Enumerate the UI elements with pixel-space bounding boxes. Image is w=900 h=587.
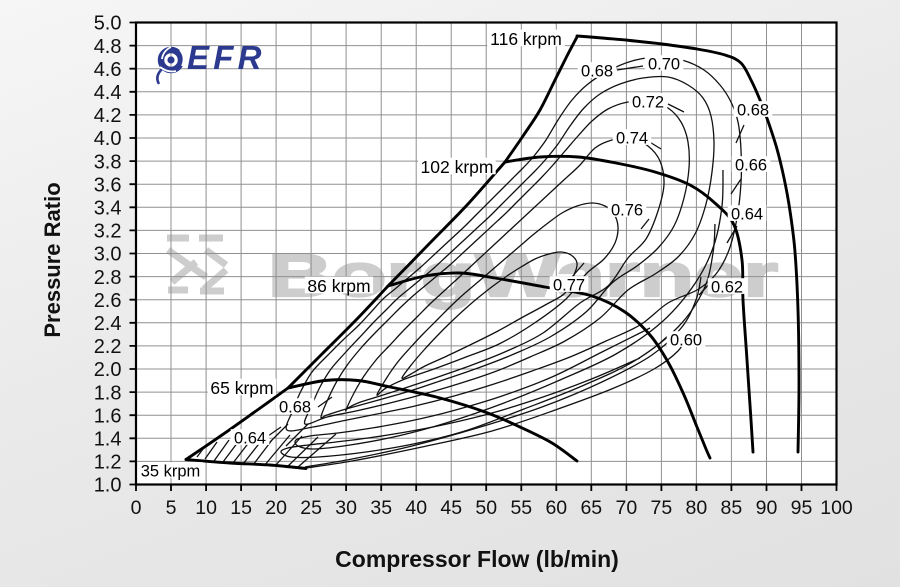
svg-text:5: 5 — [166, 497, 177, 519]
svg-text:2.0: 2.0 — [94, 359, 122, 381]
svg-text:3.4: 3.4 — [94, 198, 122, 220]
svg-text:Compressor Flow (lb/min): Compressor Flow (lb/min) — [335, 546, 619, 572]
svg-text:10: 10 — [195, 497, 217, 519]
svg-text:4.4: 4.4 — [94, 82, 122, 104]
svg-text:Pressure Ratio: Pressure Ratio — [40, 182, 65, 337]
svg-text:60: 60 — [545, 497, 567, 519]
svg-text:4.6: 4.6 — [94, 59, 122, 81]
svg-text:85: 85 — [721, 497, 743, 519]
svg-text:90: 90 — [756, 497, 778, 519]
svg-text:3.8: 3.8 — [94, 151, 122, 173]
svg-text:4.8: 4.8 — [94, 36, 122, 58]
svg-text:0.68: 0.68 — [581, 63, 613, 81]
svg-text:65 krpm: 65 krpm — [210, 378, 273, 398]
svg-text:75: 75 — [651, 497, 673, 519]
svg-text:65: 65 — [580, 497, 602, 519]
svg-text:95: 95 — [791, 497, 813, 519]
svg-text:1.4: 1.4 — [94, 429, 122, 451]
svg-text:25: 25 — [300, 497, 322, 519]
svg-text:1.2: 1.2 — [94, 452, 122, 474]
svg-text:0.72: 0.72 — [632, 94, 664, 112]
svg-text:116 krpm: 116 krpm — [490, 29, 562, 49]
svg-text:2.6: 2.6 — [94, 290, 122, 312]
svg-text:0.64: 0.64 — [234, 430, 266, 448]
svg-text:0.62: 0.62 — [711, 279, 743, 297]
svg-text:1.0: 1.0 — [94, 475, 122, 497]
svg-text:0.70: 0.70 — [648, 56, 680, 74]
svg-text:2.2: 2.2 — [94, 336, 122, 358]
svg-text:4.0: 4.0 — [94, 128, 122, 150]
svg-text:15: 15 — [230, 497, 252, 519]
svg-text:0.60: 0.60 — [670, 332, 702, 350]
svg-text:3.0: 3.0 — [94, 244, 122, 266]
svg-text:3.6: 3.6 — [94, 174, 122, 196]
svg-text:0.76: 0.76 — [611, 202, 643, 220]
svg-text:100: 100 — [820, 497, 853, 519]
svg-text:5.0: 5.0 — [94, 13, 122, 35]
svg-text:80: 80 — [686, 497, 708, 519]
svg-text:EFR: EFR — [187, 39, 266, 76]
svg-text:0.74: 0.74 — [616, 130, 648, 148]
svg-text:0.66: 0.66 — [735, 157, 767, 175]
svg-text:55: 55 — [510, 497, 532, 519]
svg-text:3.2: 3.2 — [94, 221, 122, 243]
svg-text:0: 0 — [131, 497, 142, 519]
svg-text:35: 35 — [370, 497, 392, 519]
svg-text:50: 50 — [475, 497, 497, 519]
svg-text:86 krpm: 86 krpm — [307, 276, 370, 296]
svg-text:1.6: 1.6 — [94, 405, 122, 427]
svg-text:45: 45 — [440, 497, 462, 519]
svg-text:20: 20 — [265, 497, 287, 519]
svg-text:2.8: 2.8 — [94, 267, 122, 289]
svg-text:0.77: 0.77 — [553, 277, 585, 295]
svg-text:35 krpm: 35 krpm — [141, 463, 201, 481]
svg-text:1.8: 1.8 — [94, 382, 122, 404]
svg-text:102 krpm: 102 krpm — [421, 157, 494, 177]
svg-text:0.64: 0.64 — [731, 206, 763, 224]
svg-text:0.68: 0.68 — [737, 102, 769, 120]
svg-text:2.4: 2.4 — [94, 313, 122, 335]
svg-text:0.68: 0.68 — [279, 399, 311, 417]
svg-text:30: 30 — [335, 497, 357, 519]
svg-text:4.2: 4.2 — [94, 105, 122, 127]
svg-text:40: 40 — [405, 497, 427, 519]
svg-text:70: 70 — [616, 497, 638, 519]
